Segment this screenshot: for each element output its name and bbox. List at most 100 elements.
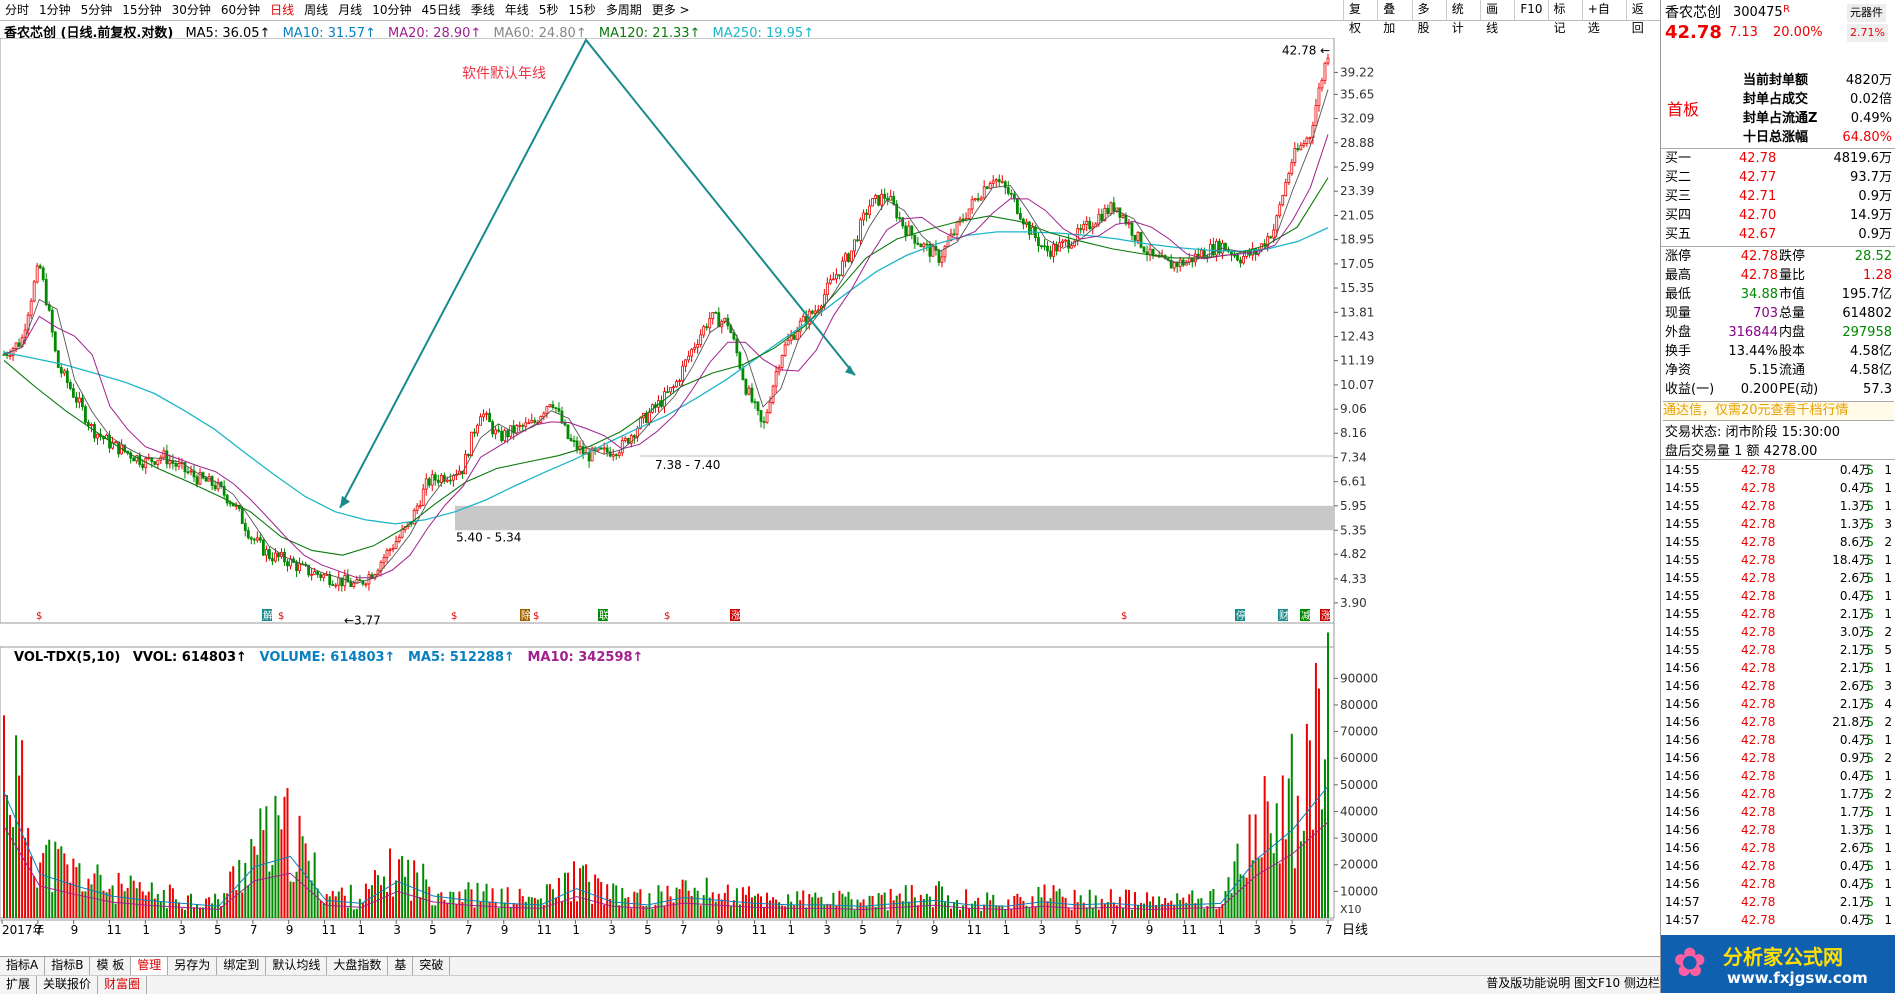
volume-bar [829,904,832,918]
promo-banner[interactable]: 通达信，仅需20元查看千档行情 [1663,401,1894,421]
indicator-tab[interactable]: 管理 [131,957,169,975]
volume-bar [1019,897,1022,918]
volume-bar [1266,801,1269,918]
volume-bar [1091,908,1094,918]
volume-bar [45,844,48,918]
indicator-tab[interactable]: 基 [388,957,414,975]
toolbar-button[interactable]: 统计 [1445,0,1480,35]
toolbar-button[interactable]: 画线 [1480,0,1514,35]
bid-volume: 0.9万 [1858,227,1892,242]
bid-price: 42.70 [1739,208,1777,223]
extension-tab[interactable]: 关联报价 [37,976,99,994]
event-marker[interactable] [1300,609,1310,621]
period-tab[interactable]: 5秒 [538,3,559,17]
indicator-tab[interactable]: 指标B [45,957,91,975]
period-tab[interactable]: 1分钟 [39,3,71,17]
indicator-tab[interactable]: 默认均线 [266,957,328,975]
period-tab[interactable]: 10分钟 [372,3,412,17]
tick-side: S [1866,823,1874,837]
volume-bar [464,889,467,918]
toolbar-button[interactable]: +自选 [1581,0,1626,35]
period-tab[interactable]: 季线 [470,3,495,17]
indicator-tab[interactable]: 模 板 [90,957,132,975]
period-tab[interactable]: 年线 [504,3,529,17]
volume-bar [168,884,171,918]
toolbar-button[interactable]: 叠加 [1377,0,1411,35]
sector-tag[interactable]: 元器件 [1847,4,1886,22]
candle-body [1293,148,1297,164]
event-marker[interactable] [598,609,608,621]
event-marker[interactable] [520,609,530,621]
candle-body [11,348,15,356]
toolbar-button[interactable]: 多股 [1411,0,1446,35]
toolbar-right: 复权 叠加 多股 统计 画线 F10 标记 +自选 返回 [1343,0,1660,35]
volume-bar [1221,904,1224,918]
toolbar-button[interactable]: F10 [1514,0,1547,20]
candle-body [1000,181,1004,184]
period-tab[interactable]: 15分钟 [122,3,162,17]
candle-body [675,381,678,388]
volume-bar [39,862,42,918]
volume-bar [980,910,983,918]
tick-price: 42.78 [1741,769,1776,783]
event-marker[interactable] [1235,609,1245,621]
volume-bar [940,886,943,918]
candle-body [1290,162,1294,174]
indicator-tab[interactable]: 大盘指数 [327,957,389,975]
quote-header: 香农芯创 300475 R 元器件 [1661,4,1895,22]
period-tab[interactable]: 30分钟 [171,3,211,17]
indicator-tab[interactable]: 突破 [413,957,451,975]
volume-bar [503,902,506,918]
candle-body [473,431,476,434]
extension-tab[interactable]: 扩展 [0,976,38,994]
volume-bar [1070,909,1073,918]
period-tab[interactable]: 周线 [304,3,329,17]
candle-body [38,265,42,269]
tick-price: 42.78 [1741,823,1776,837]
candle-body [482,413,485,418]
event-marker[interactable] [262,609,272,621]
x-tick-label: 5 [859,923,867,937]
volume-bar [253,846,256,918]
extension-tab[interactable]: 财富圈 [98,976,148,994]
volume-bar [322,902,325,918]
period-tab[interactable]: 多周期 [605,3,642,17]
volume-bar [1275,803,1278,918]
indicator-tab[interactable]: 指标A [0,957,46,975]
period-tab[interactable]: 分时 [5,3,30,17]
tick-row: 14:56 42.78 0.4万 S 1 [1661,731,1895,749]
period-tab[interactable]: 更多 > [651,3,690,17]
candle-body [632,435,636,438]
candle-body [955,221,959,235]
event-marker[interactable] [1320,609,1330,621]
period-tab[interactable]: 5分钟 [80,3,113,17]
candle-body [252,538,256,541]
event-marker[interactable] [1278,609,1288,621]
status-links[interactable]: 普及版功能说明 图文F10 侧边栏 [1486,976,1660,990]
volume-bar [1293,868,1296,918]
volume-bar [1055,891,1058,918]
volume-bar [1073,889,1076,918]
period-tab[interactable]: 45日线 [421,3,461,17]
toolbar-button[interactable]: 返回 [1625,0,1660,35]
ma5-label: MA5: 36.05↑ [185,26,271,41]
period-tab[interactable]: 15秒 [568,3,596,17]
candle-body [678,380,681,383]
volume-bar [292,881,295,918]
toolbar-button[interactable]: 复权 [1343,0,1377,35]
indicator-tab[interactable]: 另存为 [168,957,218,975]
period-tab[interactable]: 日线 [270,3,295,17]
volume-bar [340,887,343,918]
tick-row: 14:55 42.78 2.6万 S 1 [1661,569,1895,587]
period-tab[interactable]: 60分钟 [220,3,261,17]
tick-volume: 0.4万 [1839,769,1871,783]
event-marker[interactable] [730,609,740,621]
period-tab[interactable]: 月线 [338,3,363,17]
indicator-tab[interactable]: 绑定到 [217,957,267,975]
candle-body [307,564,311,576]
candle-body [56,350,60,368]
candle-body [967,208,971,219]
toolbar-button[interactable]: 标记 [1547,0,1582,35]
kline-chart[interactable]: 39.22 35.65 32.09 28.88 25.99 23.39 21.05 18.95… [0,38,1660,956]
candle-body [340,577,344,587]
